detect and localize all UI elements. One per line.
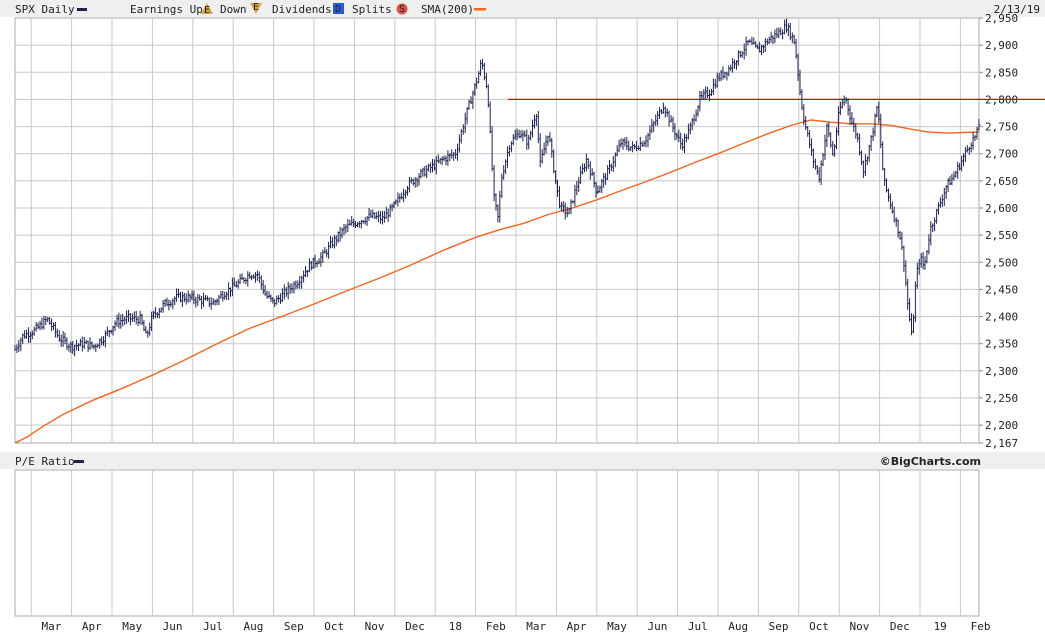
- dividends-glyph: D: [335, 4, 341, 15]
- x-tick-label: Dec: [890, 620, 910, 633]
- pe-panel: [14, 469, 980, 617]
- x-tick-label: Aug: [243, 620, 263, 633]
- earnings-up-glyph: E: [204, 5, 210, 16]
- x-tick-label: Dec: [405, 620, 425, 633]
- x-tick-label: May: [607, 620, 627, 633]
- x-tick-label: Mar: [526, 620, 546, 633]
- x-tick-label: Aug: [728, 620, 748, 633]
- pe-plot-area: [14, 469, 980, 617]
- x-tick-label: Mar: [41, 620, 61, 633]
- dividends-label: Dividends: [272, 3, 332, 16]
- pe-legend-swatch: [74, 460, 84, 463]
- y-tick-label: 2,200: [985, 419, 1018, 432]
- y-tick-label: 2,700: [985, 148, 1018, 161]
- earnings-label: Earnings Up: [130, 3, 203, 16]
- x-tick-label: Feb: [486, 620, 506, 633]
- y-tick-label: 2,167: [985, 437, 1018, 450]
- y-tick-label: 2,750: [985, 121, 1018, 134]
- x-tick-label: Apr: [82, 620, 102, 633]
- x-tick-label: Jul: [203, 620, 223, 633]
- x-tick-label: Oct: [809, 620, 829, 633]
- symbol-legend-swatch: [77, 8, 87, 11]
- splits-label: Splits: [352, 3, 392, 16]
- pe-header-bar: [0, 452, 1045, 469]
- sma-200-line: [14, 119, 980, 444]
- x-tick-label: Jun: [163, 620, 183, 633]
- x-tick-label: Nov: [365, 620, 385, 633]
- dividends-icon: D: [333, 3, 344, 15]
- sma-label: SMA(200): [421, 3, 474, 16]
- earnings-down-icon: E: [250, 2, 262, 14]
- y-tick-label: 2,600: [985, 202, 1018, 215]
- splits-icon: S: [396, 3, 408, 15]
- price-layer: [14, 18, 981, 357]
- y-tick-label: 2,650: [985, 175, 1018, 188]
- bigcharts-credit: ©BigCharts.com: [880, 455, 981, 468]
- splits-glyph: S: [399, 4, 405, 15]
- x-tick-label: 19: [934, 620, 947, 633]
- pe-ratio-label: P/E Ratio: [15, 455, 75, 468]
- x-tick-label: Jun: [647, 620, 667, 633]
- y-tick-label: 2,550: [985, 229, 1018, 242]
- y-tick-label: 2,300: [985, 365, 1018, 378]
- earnings-up-icon: E: [201, 3, 213, 16]
- symbol-label: SPX Daily: [15, 3, 75, 16]
- x-tick-label: Sep: [769, 620, 789, 633]
- y-tick-label: 2,450: [985, 283, 1018, 296]
- down-label: Down: [220, 3, 247, 16]
- y-tick-label: 2,900: [985, 39, 1018, 52]
- x-tick-label: Jul: [688, 620, 708, 633]
- price-grid: [15, 18, 979, 443]
- earnings-down-glyph: E: [253, 2, 259, 13]
- x-tick-label: May: [122, 620, 142, 633]
- x-axis-labels: Mar Apr May Jun Jul Aug Sep Oct Nov Dec 18 Feb Mar Ap…: [41, 620, 990, 633]
- y-tick-label: 2,950: [985, 12, 1018, 25]
- sma-layer: [14, 119, 980, 444]
- y-tick-label: 2,400: [985, 311, 1018, 324]
- sma-legend-swatch: [474, 8, 486, 11]
- pe-grid: [30, 470, 961, 616]
- x-tick-label: Feb: [971, 620, 991, 633]
- y-axis-ticks: 2,9502,9002,8502,8002,7502,7002,6502,600…: [979, 12, 1018, 450]
- x-tick-label: Sep: [284, 620, 304, 633]
- price-panel: 2,9502,9002,8502,8002,7502,7002,6502,600…: [14, 12, 1045, 450]
- x-tick-label: Nov: [849, 620, 869, 633]
- x-tick-label: 18: [449, 620, 462, 633]
- x-tick-label: Apr: [567, 620, 587, 633]
- x-tick-label: Oct: [324, 620, 344, 633]
- y-tick-label: 2,500: [985, 256, 1018, 269]
- y-tick-label: 2,850: [985, 66, 1018, 79]
- date-label: 2/13/19: [994, 3, 1040, 16]
- y-tick-label: 2,350: [985, 338, 1018, 351]
- y-tick-label: 2,250: [985, 392, 1018, 405]
